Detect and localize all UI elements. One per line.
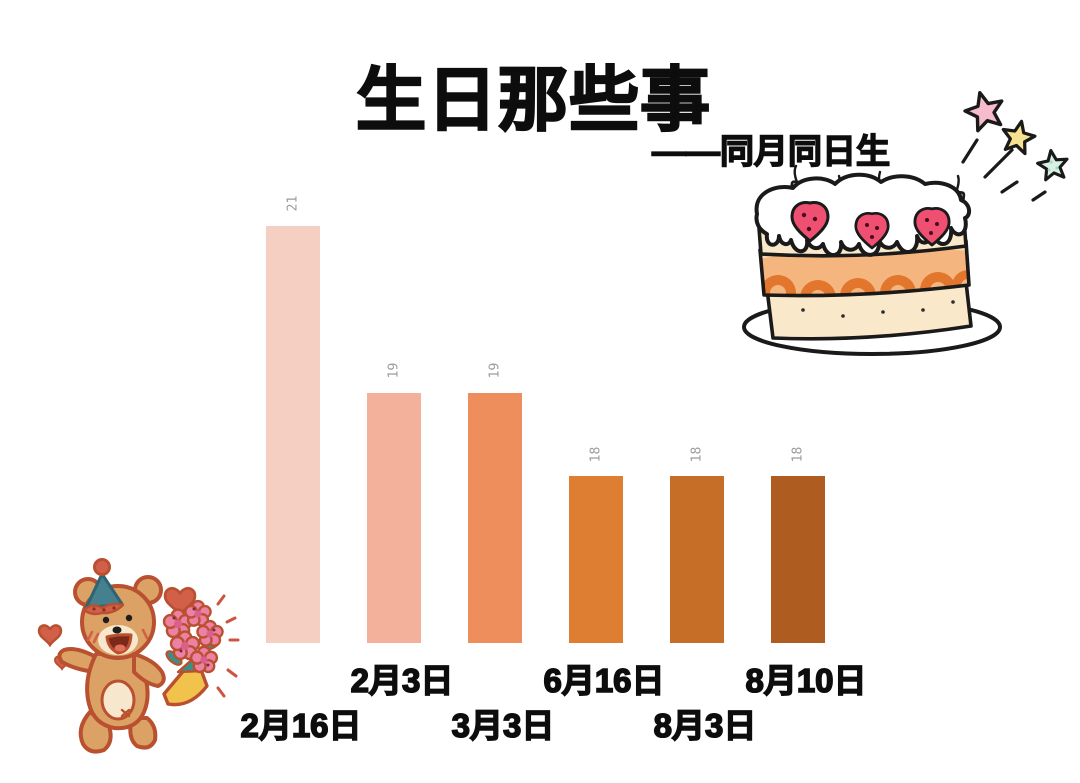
- sponge-speckles-bottom: [801, 300, 955, 318]
- bar-category-label: 3月3日: [451, 706, 555, 745]
- bear-face: [86, 614, 149, 655]
- belly-stitch: [120, 708, 131, 718]
- party-hat-icon: [82, 558, 125, 616]
- strawberry-seeds: [801, 212, 939, 239]
- bar-category-label: 2月3日: [350, 661, 454, 700]
- star-pink-icon: [959, 86, 1010, 135]
- star-mint-dots: [1047, 160, 1059, 172]
- page-subtitle: ——同月同日生: [651, 132, 891, 172]
- heart-icon: [37, 624, 63, 647]
- bar-category-label: 2月16日: [240, 706, 363, 745]
- sparkle-dashes: [216, 594, 240, 698]
- bar: [771, 476, 825, 643]
- star-mint-icon: [1034, 146, 1071, 183]
- sparkle-lines: [961, 138, 1047, 202]
- bear-right-arm: [132, 652, 166, 688]
- bear-left-arm: [57, 647, 100, 674]
- bar: [569, 476, 623, 643]
- flower-bouquet-icon: [162, 594, 240, 707]
- page-title: 生日那些事: [355, 60, 711, 140]
- bar: [266, 225, 320, 643]
- bear-right-leg: [128, 716, 158, 750]
- bar: [670, 476, 724, 643]
- bar: [468, 392, 522, 643]
- bar-category-label: 6月16日: [543, 661, 666, 700]
- bar-category-label: 8月10日: [745, 661, 868, 700]
- bar: [367, 392, 421, 643]
- birthday-cake-illustration: [742, 86, 1071, 356]
- star-yellow-icon: [997, 116, 1039, 157]
- bear-belly: [100, 679, 136, 721]
- party-bear-illustration: [37, 558, 240, 754]
- bar-category-label: 8月3日: [653, 706, 757, 745]
